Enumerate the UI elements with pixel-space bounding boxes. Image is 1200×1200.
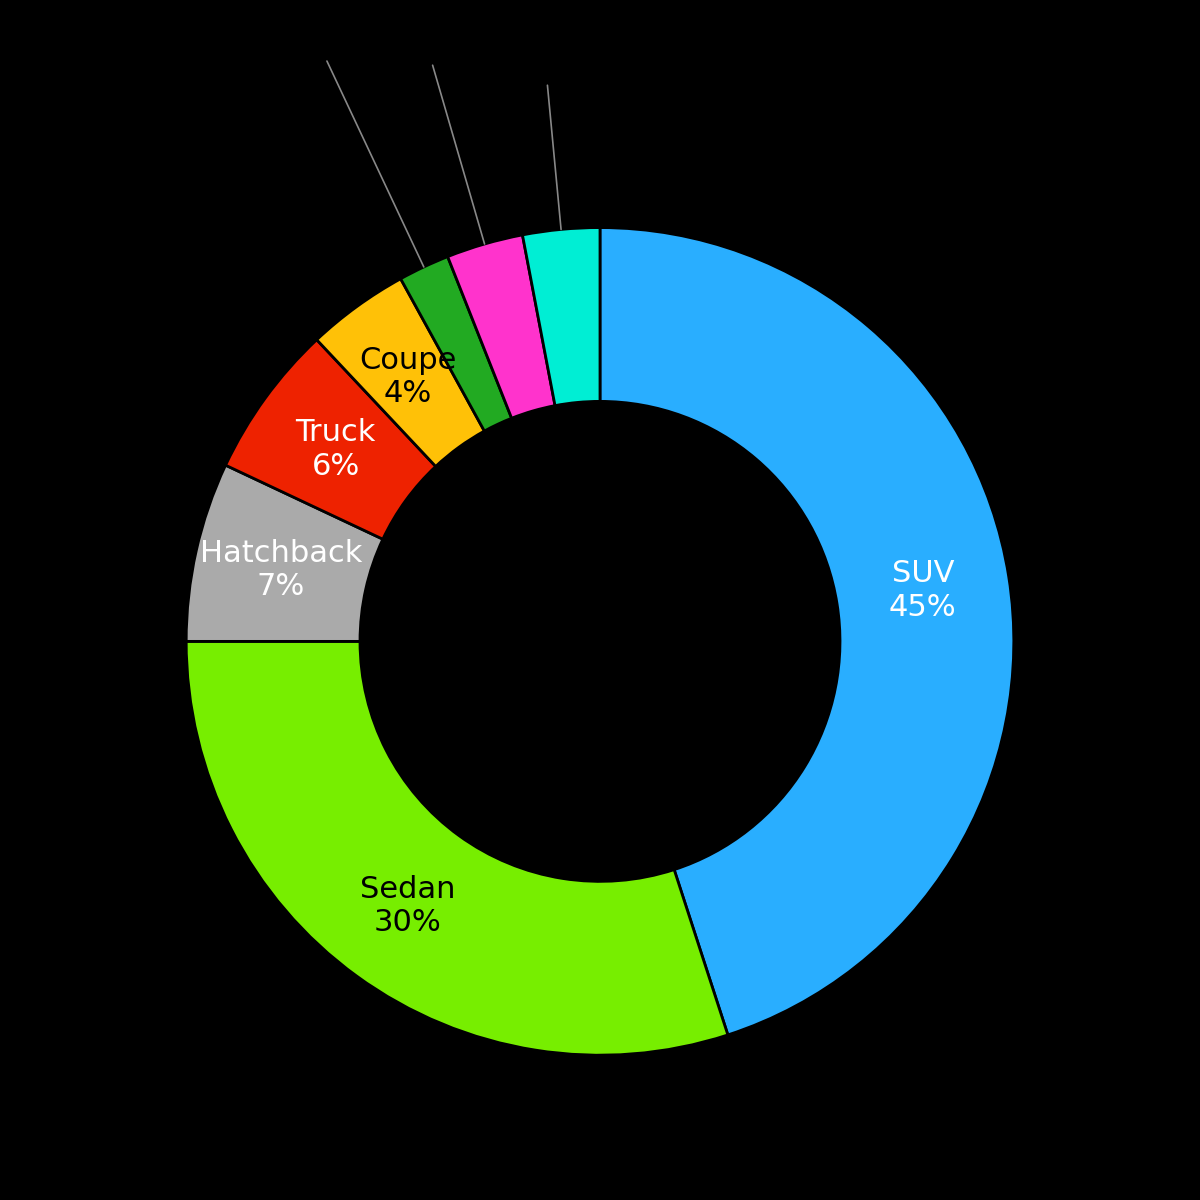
- Text: Coupe
4%: Coupe 4%: [359, 346, 456, 408]
- Text: Sedan
30%: Sedan 30%: [360, 875, 456, 937]
- Wedge shape: [448, 235, 556, 419]
- Wedge shape: [317, 278, 485, 467]
- Wedge shape: [186, 466, 383, 641]
- Wedge shape: [186, 641, 728, 1055]
- Text: SUV
45%: SUV 45%: [889, 559, 956, 622]
- Wedge shape: [226, 340, 436, 539]
- Text: Truck
6%: Truck 6%: [295, 418, 376, 480]
- Wedge shape: [522, 228, 600, 406]
- Wedge shape: [600, 228, 1014, 1034]
- Wedge shape: [401, 257, 511, 431]
- Text: Hatchback
7%: Hatchback 7%: [199, 539, 362, 601]
